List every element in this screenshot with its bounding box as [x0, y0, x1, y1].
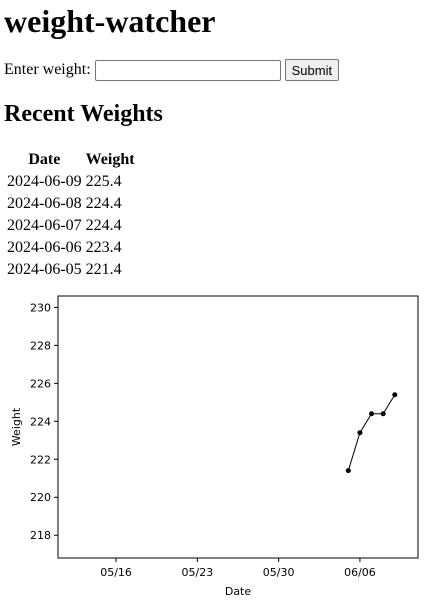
page-title: weight-watcher: [4, 3, 216, 39]
date-cell: 2024-06-05: [7, 261, 82, 278]
weight-chart: 218 220 222 224 226 228 230 05/16 05/23 05/30 06/0…: [10, 295, 419, 598]
table-header-row: Date Weight: [6, 150, 136, 170]
date-cell: 2024-06-09: [7, 173, 82, 190]
table-row: 2024-06-07 224.4: [6, 216, 136, 236]
weight-series-line: [347, 394, 396, 471]
weight-data-point: [392, 392, 398, 398]
y-tick-label: 228: [30, 339, 51, 352]
plot-frame: [57, 295, 419, 559]
y-tick-label: 222: [30, 453, 51, 466]
weight-cell: 221.4: [85, 261, 122, 278]
table-row: 2024-06-06 223.4: [6, 238, 136, 258]
x-tick-label: 05/30: [263, 566, 295, 579]
x-tick-label: 05/23: [182, 566, 214, 579]
table-row: 2024-06-05 221.4: [6, 260, 136, 280]
weight-input[interactable]: [94, 59, 281, 81]
weight-data-point: [357, 430, 363, 436]
weight-data-point: [345, 468, 351, 474]
weight-label: Enter weight:: [4, 61, 91, 78]
table-row: 2024-06-08 224.4: [6, 194, 136, 214]
weight-cell: 224.4: [85, 195, 122, 212]
y-tick-label: 224: [30, 415, 51, 428]
recent-weights-heading: Recent Weights: [4, 101, 163, 127]
y-axis-label: Weight: [10, 407, 23, 446]
weight-column-header: Weight: [85, 151, 135, 168]
weight-data-point: [369, 411, 375, 417]
date-cell: 2024-06-07: [7, 217, 82, 234]
date-cell: 2024-06-08: [7, 195, 82, 212]
weight-form: Enter weight: Submit: [4, 59, 340, 81]
submit-button[interactable]: Submit: [284, 59, 340, 81]
weight-cell: 225.4: [85, 173, 122, 190]
x-tick-label: 06/06: [344, 566, 376, 579]
y-tick-label: 230: [30, 301, 51, 314]
weight-data-point: [380, 411, 386, 417]
date-column-header: Date: [28, 151, 61, 168]
weight-cell: 224.4: [85, 217, 122, 234]
table-row: 2024-06-09 225.4: [6, 172, 136, 192]
weight-cell: 223.4: [85, 239, 122, 256]
recent-weights-table: Date Weight 2024-06-09 225.4 2024-06-08 …: [4, 148, 138, 282]
y-tick-label: 226: [30, 377, 51, 390]
date-cell: 2024-06-06: [7, 239, 82, 256]
y-tick-label: 218: [30, 529, 51, 542]
y-tick-label: 220: [30, 491, 51, 504]
x-axis-label: Date: [225, 585, 252, 598]
x-tick-label: 05/16: [100, 566, 132, 579]
